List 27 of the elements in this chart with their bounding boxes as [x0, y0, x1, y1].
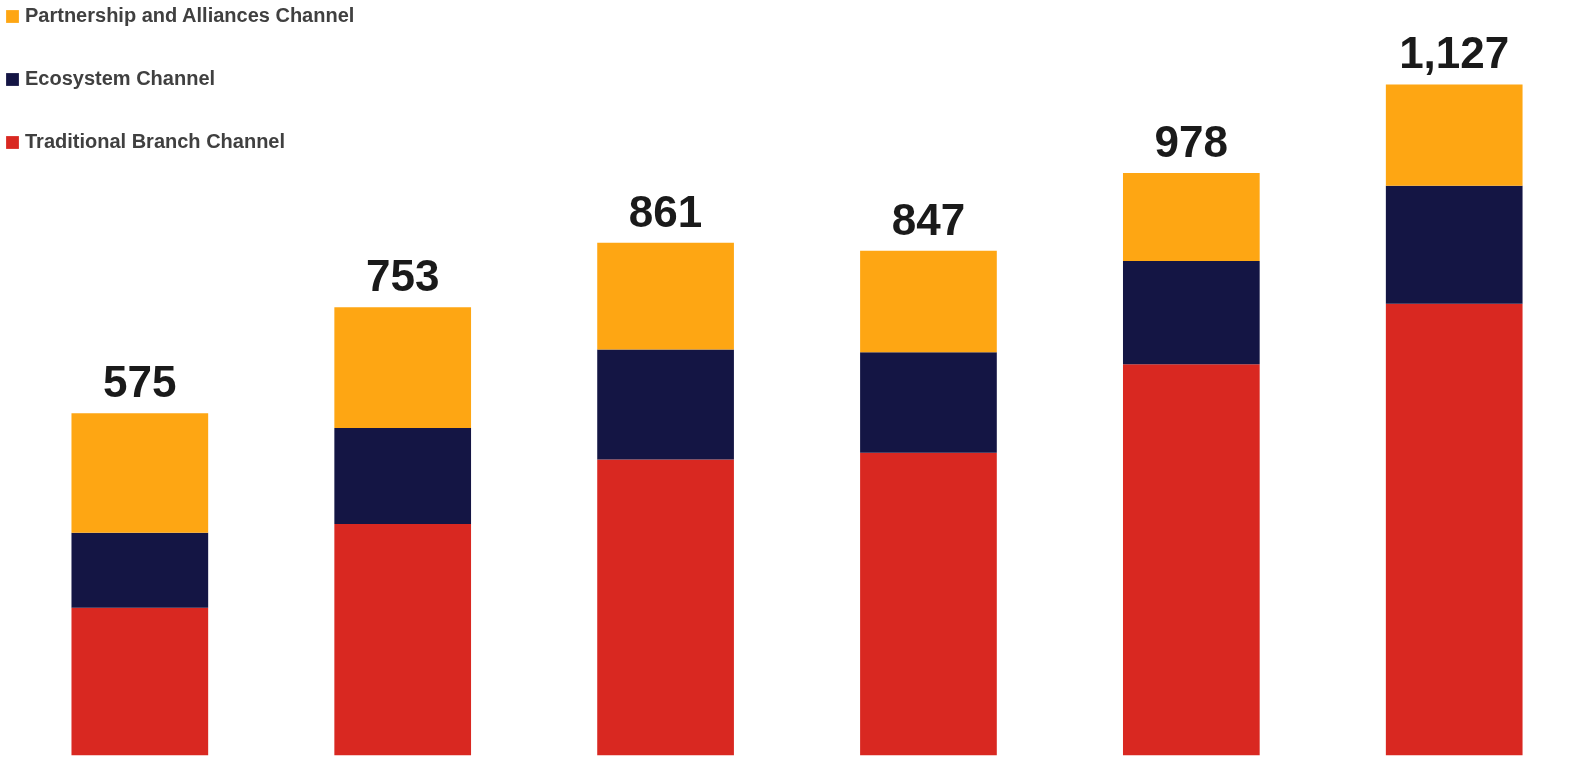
bar: [71, 532, 209, 608]
bar: [597, 242, 734, 350]
bar: [860, 250, 997, 353]
annotation: 575: [103, 357, 177, 407]
bar: [1122, 364, 1260, 756]
legend-label: Partnership and Alliances Channel: [25, 4, 355, 27]
legend-label: Traditional Branch Channel: [25, 130, 286, 153]
annotation: 978: [1154, 116, 1229, 166]
bar: [1385, 185, 1523, 304]
bar: [1385, 84, 1523, 186]
bar: [1122, 172, 1260, 261]
annotation: 847: [891, 194, 966, 244]
bar: [334, 307, 472, 428]
bar: [860, 452, 997, 756]
bar: [71, 413, 209, 533]
annotation: 861: [628, 186, 703, 236]
bar: [1122, 260, 1260, 365]
annotation: 753: [365, 251, 440, 301]
annotation: 1,127: [1399, 28, 1510, 78]
legend-label: Ecosystem Channel: [25, 67, 216, 90]
bar: [597, 459, 734, 756]
bar: [1385, 303, 1523, 756]
bar: [860, 352, 997, 453]
bar: [334, 428, 472, 524]
bar: [597, 349, 734, 460]
bar: [71, 607, 209, 756]
bar: [334, 523, 472, 756]
